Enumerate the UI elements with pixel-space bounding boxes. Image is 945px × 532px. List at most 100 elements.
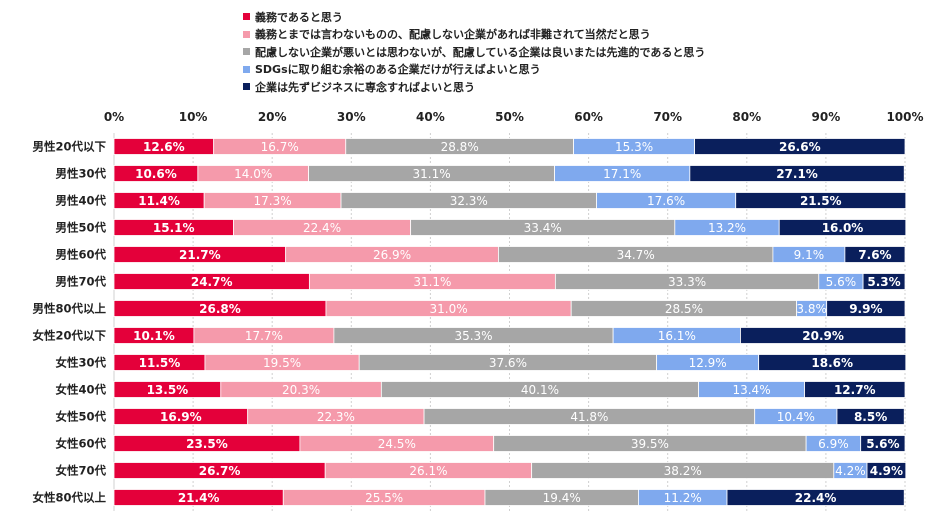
- category-label: 女性60代: [55, 437, 106, 451]
- category-label: 男性50代: [55, 221, 106, 235]
- data-label: 18.6%: [811, 356, 853, 370]
- data-label: 6.9%: [818, 437, 849, 451]
- data-label: 13.4%: [732, 383, 770, 397]
- data-label: 41.8%: [570, 410, 608, 424]
- x-tick-label: 0%: [104, 110, 124, 124]
- data-label: 26.7%: [199, 464, 241, 478]
- data-label: 22.4%: [303, 221, 341, 235]
- data-label: 26.9%: [373, 248, 411, 262]
- legend-swatch: [243, 30, 250, 38]
- data-label: 31.1%: [413, 275, 451, 289]
- bar-segment: [866, 462, 907, 479]
- data-label: 24.5%: [378, 437, 416, 451]
- bar-segment: [726, 489, 905, 506]
- legend-label: SDGsに取り組む余裕のある企業だけが行えばよいと思う: [255, 63, 541, 77]
- data-label: 5.6%: [866, 437, 899, 451]
- legend: 義務であると思う義務とまでは言わないものの、配慮しない企業があれば非難されて当然…: [243, 8, 705, 96]
- data-label: 4.9%: [870, 464, 903, 478]
- data-label: 19.4%: [543, 491, 581, 505]
- legend-item: SDGsに取り組む余裕のある企業だけが行えばよいと思う: [243, 61, 705, 79]
- data-label: 15.1%: [153, 221, 195, 235]
- data-label: 12.6%: [143, 140, 185, 154]
- category-label: 男性80代以上: [32, 302, 106, 316]
- data-label: 28.8%: [441, 140, 479, 154]
- data-label: 9.1%: [794, 248, 825, 262]
- legend-label: 義務とまでは言わないものの、配慮しない企業があれば非難されて当然だと思う: [255, 28, 651, 42]
- bar-segment: [826, 300, 906, 317]
- data-label: 34.7%: [617, 248, 655, 262]
- legend-swatch: [243, 83, 250, 91]
- data-label: 12.9%: [689, 356, 727, 370]
- data-label: 5.6%: [826, 275, 857, 289]
- category-label: 女性30代: [55, 356, 106, 370]
- data-label: 8.5%: [854, 410, 887, 424]
- bar-segment: [804, 381, 906, 398]
- x-tick-label: 100%: [886, 110, 923, 124]
- category-label: 男性20代以下: [32, 140, 106, 154]
- legend-label: 企業は先ずビジネスに専念すればよいと思う: [255, 80, 475, 94]
- x-tick-label: 80%: [732, 110, 761, 124]
- x-tick-label: 60%: [574, 110, 603, 124]
- category-label: 男性70代: [55, 275, 106, 289]
- data-label: 15.3%: [615, 140, 653, 154]
- data-label: 35.3%: [454, 329, 492, 343]
- bar-segment: [778, 219, 907, 236]
- data-label: 26.1%: [409, 464, 447, 478]
- data-label: 31.0%: [430, 302, 468, 316]
- data-label: 33.3%: [668, 275, 706, 289]
- data-label: 39.5%: [631, 437, 669, 451]
- data-label: 24.7%: [191, 275, 233, 289]
- data-label: 12.7%: [834, 383, 876, 397]
- bar-segment: [694, 138, 906, 155]
- bar-segment: [735, 192, 907, 209]
- bar-segment: [844, 246, 906, 263]
- data-label: 17.6%: [647, 194, 685, 208]
- data-label: 16.9%: [160, 410, 202, 424]
- x-tick-label: 70%: [653, 110, 682, 124]
- legend-item: 義務であると思う: [243, 8, 705, 26]
- data-label: 17.3%: [254, 194, 292, 208]
- legend-item: 配慮しない企業が悪いとは思わないが、配慮している企業は良いまたは先進的であると思…: [243, 43, 705, 61]
- x-tick-label: 40%: [416, 110, 445, 124]
- category-label: 男性30代: [55, 167, 106, 181]
- data-label: 37.6%: [489, 356, 527, 370]
- legend-item: 義務とまでは言わないものの、配慮しない企業があれば非難されて当然だと思う: [243, 26, 705, 44]
- category-label: 女性40代: [55, 383, 106, 397]
- x-tick-label: 30%: [337, 110, 366, 124]
- legend-item: 企業は先ずビジネスに専念すればよいと思う: [243, 78, 705, 96]
- data-label: 21.5%: [800, 194, 842, 208]
- data-label: 23.5%: [186, 437, 228, 451]
- data-label: 19.5%: [263, 356, 301, 370]
- legend-label: 義務であると思う: [255, 10, 343, 24]
- bar-segment: [689, 165, 905, 182]
- data-label: 11.5%: [139, 356, 181, 370]
- data-label: 28.5%: [665, 302, 703, 316]
- legend-swatch: [243, 65, 250, 73]
- data-label: 27.1%: [776, 167, 818, 181]
- data-label: 10.6%: [135, 167, 177, 181]
- data-label: 7.6%: [858, 248, 891, 262]
- data-label: 11.2%: [664, 491, 702, 505]
- data-label: 20.3%: [282, 383, 320, 397]
- data-label: 20.9%: [802, 329, 844, 343]
- data-label: 11.4%: [138, 194, 180, 208]
- legend-swatch: [243, 48, 250, 56]
- data-label: 3.8%: [796, 302, 827, 316]
- data-label: 10.1%: [133, 329, 175, 343]
- data-label: 5.3%: [867, 275, 900, 289]
- data-label: 16.0%: [822, 221, 864, 235]
- data-label: 4.2%: [835, 464, 866, 478]
- data-label: 40.1%: [521, 383, 559, 397]
- category-label: 男性40代: [55, 194, 106, 208]
- bar-segment: [836, 408, 905, 425]
- data-label: 16.7%: [261, 140, 299, 154]
- category-label: 男性60代: [55, 248, 106, 262]
- x-tick-label: 10%: [179, 110, 208, 124]
- bar-segment: [758, 354, 907, 371]
- x-tick-label: 20%: [258, 110, 287, 124]
- data-label: 13.2%: [708, 221, 746, 235]
- category-label: 女性70代: [55, 464, 106, 478]
- data-label: 17.7%: [245, 329, 283, 343]
- data-label: 31.1%: [413, 167, 451, 181]
